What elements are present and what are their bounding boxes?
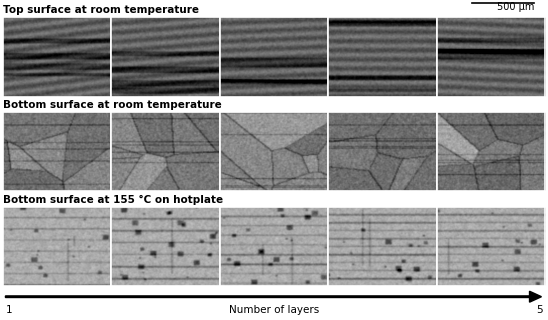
Text: 1: 1 — [5, 305, 12, 315]
Text: Bottom surface at 155 °C on hotplate: Bottom surface at 155 °C on hotplate — [3, 195, 223, 205]
FancyArrow shape — [5, 291, 541, 302]
Text: Top surface at room temperature: Top surface at room temperature — [3, 5, 199, 15]
Text: 500 μm: 500 μm — [497, 2, 534, 12]
Text: 5: 5 — [536, 305, 543, 315]
Text: Number of layers: Number of layers — [229, 305, 319, 315]
Text: Bottom surface at room temperature: Bottom surface at room temperature — [3, 100, 221, 110]
